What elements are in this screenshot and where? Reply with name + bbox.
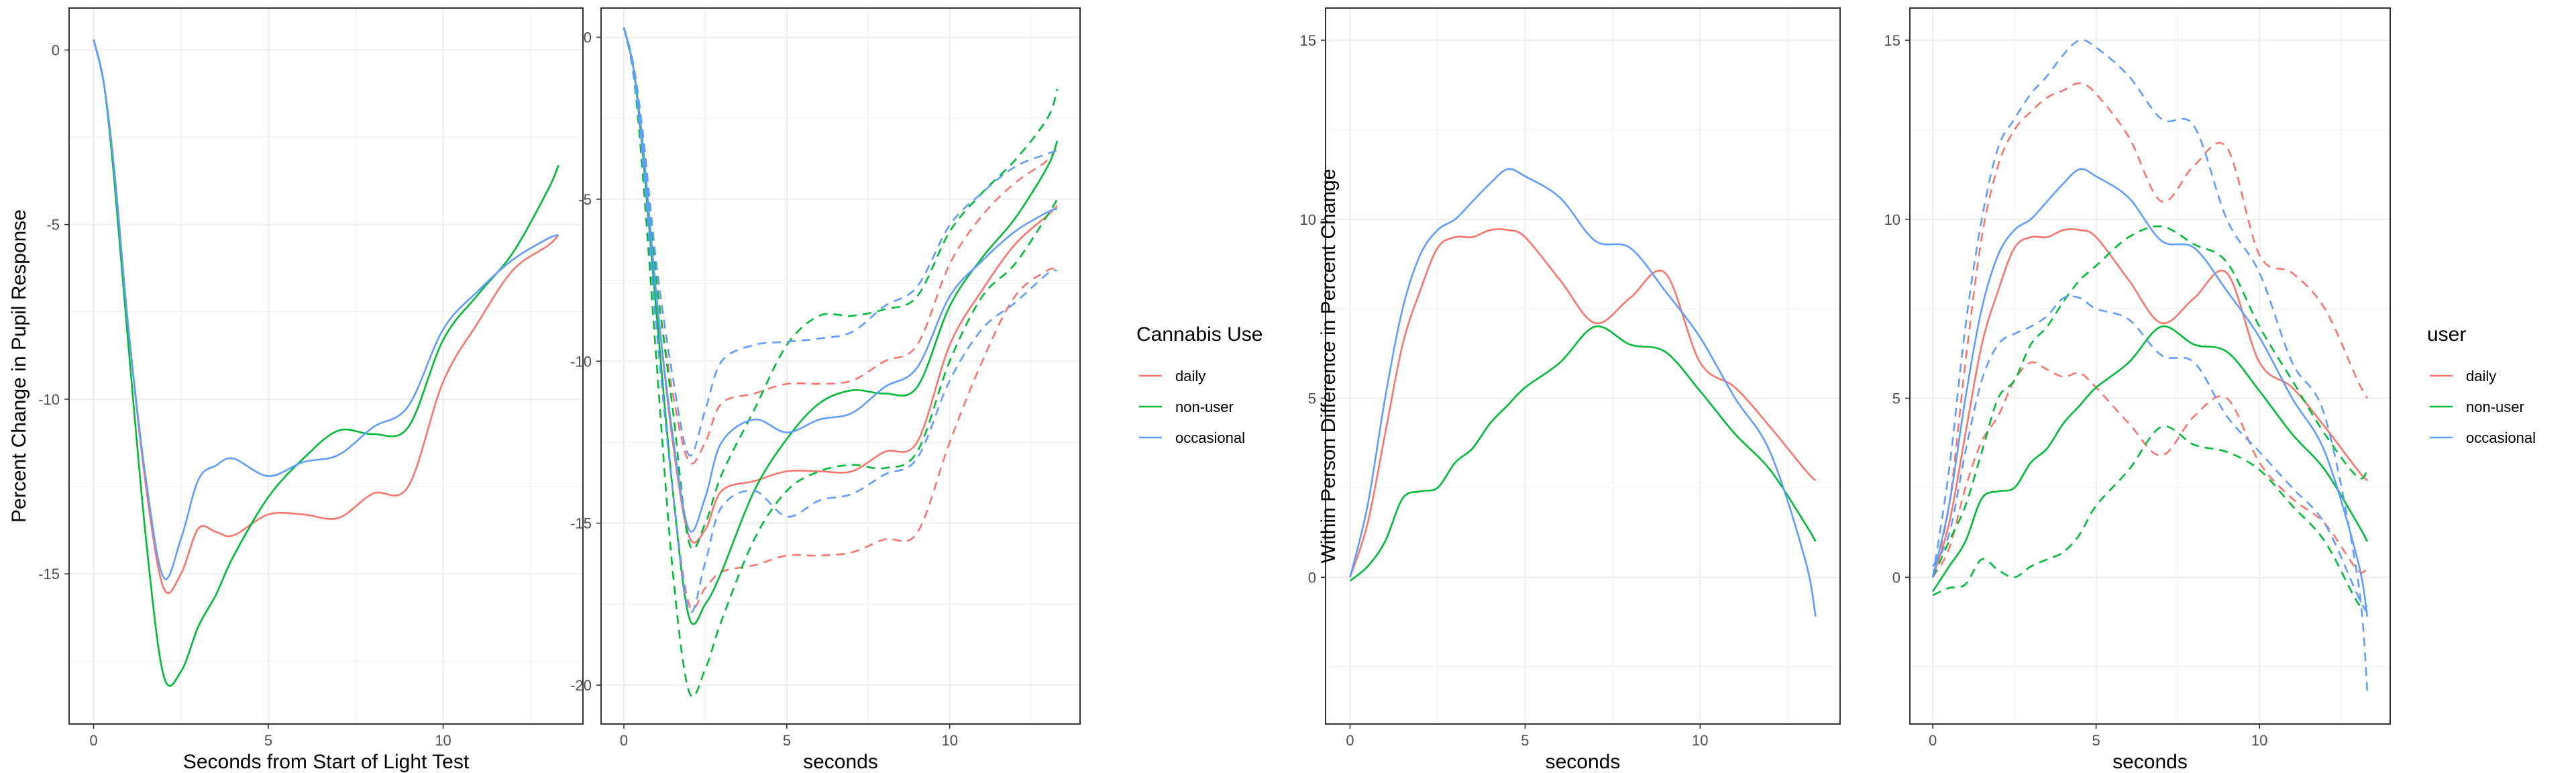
series-line-occasional-ci [1931, 39, 2369, 692]
x-tick-label: 5 [2092, 732, 2100, 749]
panel-grid [1910, 8, 2390, 724]
y-tick-label: 0 [584, 29, 592, 46]
x-axis-title: seconds [2112, 751, 2188, 773]
panel-grid [69, 8, 583, 724]
legend-title: user [2427, 323, 2466, 346]
x-tick-label: 0 [89, 732, 97, 749]
series-line-occasional-ci [623, 27, 1058, 457]
y-tick-label: 10 [1300, 211, 1316, 228]
series-layer [1349, 168, 1817, 617]
x-axis-title: Seconds from Start of Light Test [183, 751, 470, 773]
y-axis: 0 -5 -10 -15 [38, 42, 69, 582]
legend-items: daily non-user occasional [2430, 368, 2536, 446]
x-axis-title: seconds [1546, 751, 1621, 773]
series-line-occasional-ci [1931, 295, 2369, 614]
y-axis: 0 -5 -10 -15 -20 [570, 29, 601, 694]
legend-cannabis-use: Cannabis Use daily non-user occasional [1136, 323, 1263, 446]
y-tick-label: 5 [1308, 391, 1316, 407]
legend-items: daily non-user occasional [1139, 368, 1245, 446]
x-axis: 0 5 10 [1929, 724, 2267, 749]
legend-label-daily: daily [2466, 368, 2496, 384]
series-line-daily-ci [1931, 361, 2368, 578]
x-axis: 0 5 10 [89, 724, 451, 749]
y-tick-label: -20 [570, 677, 592, 694]
series-line-non-user-ci [623, 27, 1059, 698]
x-tick-label: 10 [435, 732, 451, 749]
x-tick-label: 5 [264, 732, 272, 749]
series-line-non-user [1932, 325, 2369, 592]
legend-title: Cannabis Use [1136, 323, 1263, 346]
y-axis: 0 5 10 15 [1300, 32, 1326, 586]
x-axis-title: seconds [803, 751, 878, 773]
panel-within-person-difference-ci: 0 5 10 0 5 10 15 seconds [1884, 7, 2391, 773]
y-tick-label: 5 [1892, 391, 1900, 407]
series-line-daily-ci [1931, 82, 2369, 578]
y-tick-label: -5 [46, 217, 60, 234]
y-tick-label: -5 [578, 191, 592, 208]
panel-border [1325, 7, 1841, 725]
panel-border [68, 7, 584, 725]
series-layer [1931, 39, 2369, 692]
series-layer [93, 39, 559, 687]
x-tick-label: 5 [783, 732, 791, 749]
panel-pupil-response-ci: 0 5 10 0 -5 -10 -15 -20 seconds [570, 7, 1081, 773]
legend-label-occasional: occasional [2466, 429, 2536, 446]
y-axis: 0 5 10 15 [1884, 32, 1910, 586]
x-tick-label: 10 [941, 732, 957, 749]
series-line-daily [1931, 228, 2368, 578]
panel-pupil-response: 0 5 10 0 -5 -10 -15 Seconds from Start of Lig… [8, 7, 584, 773]
panel-border [1909, 7, 2391, 725]
series-line-occasional [1349, 168, 1817, 617]
series-line-non-user-ci [1932, 425, 2368, 609]
y-tick-label: 10 [1884, 211, 1900, 228]
y-tick-label: 0 [1308, 569, 1316, 586]
series-line-occasional [1931, 168, 2369, 617]
x-tick-label: 10 [2251, 732, 2267, 749]
series-line-non-user-ci [1931, 225, 2368, 578]
x-axis: 0 5 10 [620, 724, 958, 749]
series-line-occasional [623, 27, 1058, 533]
series-layer [623, 27, 1059, 698]
panel-grid [1326, 8, 1840, 724]
series-line-non-user [1349, 325, 1817, 582]
x-tick-label: 10 [1692, 732, 1708, 749]
y-tick-label: 0 [1892, 569, 1900, 586]
x-tick-label: 0 [1346, 732, 1354, 749]
x-axis: 0 5 10 [1346, 724, 1709, 749]
y-tick-label: -10 [570, 353, 592, 370]
legend-label-non-user: non-user [2466, 399, 2524, 415]
y-tick-label: 15 [1884, 32, 1900, 49]
series-line-daily [1349, 228, 1817, 578]
x-tick-label: 5 [1521, 732, 1529, 749]
y-axis-title: Within Person Difference in Percent Chan… [1318, 168, 1340, 563]
legend-label-daily: daily [1175, 368, 1205, 384]
panel-grid [601, 8, 1080, 724]
y-tick-label: 15 [1300, 32, 1316, 49]
series-line-occasional [93, 39, 559, 580]
y-axis-title: Percent Change in Pupil Response [8, 209, 30, 523]
legend-label-non-user: non-user [1175, 399, 1234, 415]
y-tick-label: -10 [38, 391, 60, 408]
y-tick-label: 0 [52, 42, 60, 58]
panel-within-person-difference: 0 5 10 0 5 10 15 seconds Within Person Differ… [1300, 7, 1841, 773]
series-line-occasional-ci [623, 27, 1058, 614]
series-line-non-user-ci [623, 27, 1059, 550]
panel-border [600, 7, 1081, 725]
y-tick-label: -15 [38, 566, 60, 582]
x-tick-label: 0 [620, 732, 628, 749]
x-tick-label: 0 [1929, 732, 1937, 749]
legend-user: user daily non-user occasional [2427, 323, 2536, 446]
series-line-daily-ci [623, 27, 1058, 611]
series-line-daily [93, 39, 559, 595]
y-tick-label: -15 [570, 515, 592, 532]
legend-label-occasional: occasional [1175, 429, 1245, 446]
series-line-non-user [93, 39, 559, 687]
